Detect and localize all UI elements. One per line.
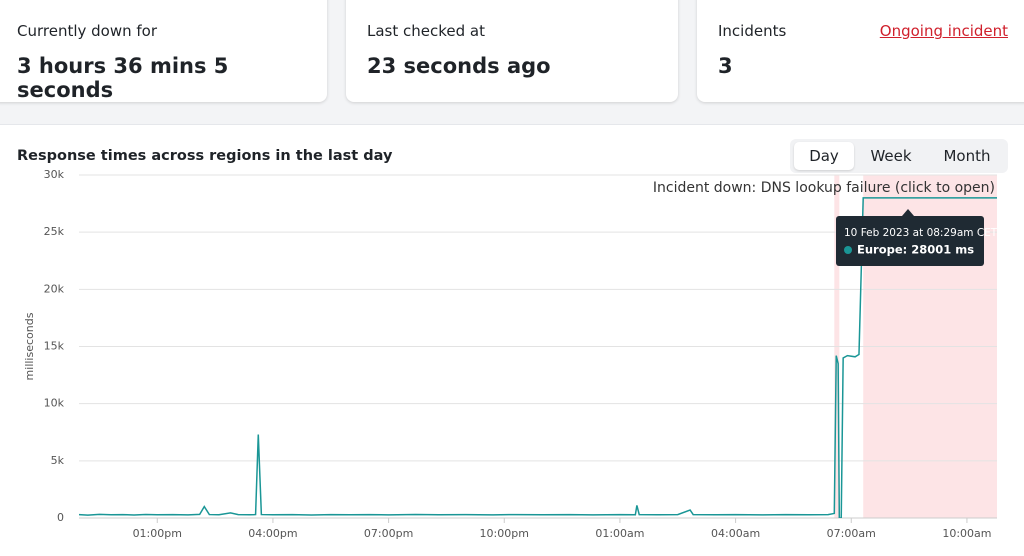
card-value: 3 bbox=[718, 54, 733, 78]
x-tick-label: 04:00am bbox=[711, 527, 760, 540]
card-value: 23 seconds ago bbox=[367, 54, 551, 78]
tooltip-title: 10 Feb 2023 at 08:29am CET bbox=[844, 227, 998, 239]
y-tick-label: 15k bbox=[44, 340, 65, 353]
card-value: 3 hours 36 mins 5 seconds bbox=[17, 54, 229, 102]
range-button[interactable]: Day bbox=[794, 142, 854, 170]
card: Currently down for 3 hours 36 mins 5 sec… bbox=[0, 0, 327, 102]
x-tick-label: 10:00am bbox=[942, 527, 991, 540]
y-tick-label: 5k bbox=[51, 454, 65, 467]
incident-link[interactable]: Ongoing incident bbox=[879, 22, 1008, 40]
card-label: Last checked at bbox=[367, 22, 485, 40]
x-tick-label: 01:00am bbox=[595, 527, 644, 540]
annotation[interactable]: Incident down: DNS lookup failure (click… bbox=[653, 180, 995, 196]
y-tick-label: 25k bbox=[44, 225, 65, 238]
x-tick-label: 07:00pm bbox=[364, 527, 413, 540]
y-axis-label: milliseconds bbox=[23, 312, 36, 380]
card-label: Incidents bbox=[718, 22, 787, 40]
card: Incidents 3 Ongoing incident bbox=[697, 0, 1024, 102]
range-toggle: Day Week Month bbox=[790, 139, 1008, 173]
tooltip-label: Europe: 28001 ms bbox=[857, 243, 974, 257]
card-label: Currently down for bbox=[17, 22, 158, 40]
y-tick-label: 0 bbox=[57, 511, 64, 524]
y-tick-label: 30k bbox=[44, 168, 65, 181]
chart-panel: Response times across regions in the las… bbox=[0, 124, 1024, 556]
y-tick-label: 10k bbox=[44, 397, 65, 410]
y-tick-label: 20k bbox=[44, 282, 65, 295]
x-tick-label: 07:00am bbox=[827, 527, 876, 540]
legend-dot bbox=[844, 246, 852, 254]
card: Last checked at 23 seconds ago bbox=[346, 0, 678, 102]
range-button[interactable]: Week bbox=[870, 147, 912, 165]
tooltip bbox=[836, 216, 984, 266]
chart-title: Response times across regions in the las… bbox=[17, 148, 393, 164]
tooltip-arrow bbox=[902, 209, 914, 216]
x-tick-label: 04:00pm bbox=[248, 527, 297, 540]
series-line bbox=[79, 197, 997, 518]
range-button[interactable]: Month bbox=[943, 147, 991, 165]
x-tick-label: 01:00pm bbox=[133, 527, 182, 540]
x-tick-label: 10:00pm bbox=[480, 527, 529, 540]
